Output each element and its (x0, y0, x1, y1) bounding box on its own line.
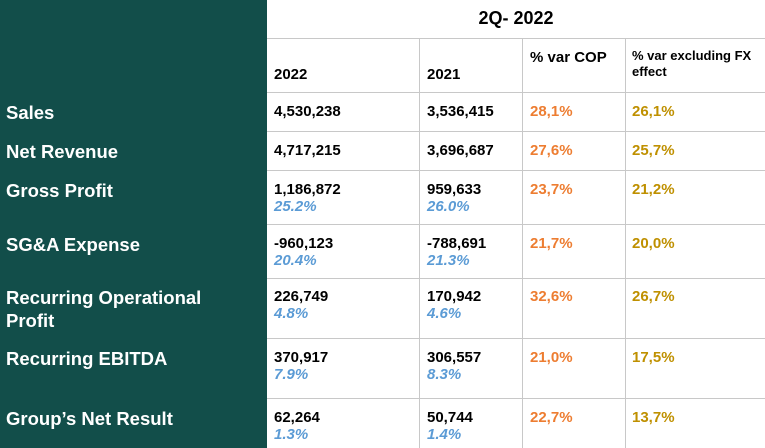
divider (267, 131, 765, 132)
cell-value-2021: -788,691 (427, 235, 487, 252)
cell-var-cop: 27,6% (530, 142, 573, 159)
cell-margin-2022: 4.8% (274, 305, 309, 322)
period-title: 2Q- 2022 (478, 8, 554, 28)
cell-value-2021: 3,536,415 (427, 103, 494, 120)
cell-var-fx: 25,7% (632, 142, 675, 159)
divider (267, 170, 765, 171)
divider (267, 92, 765, 93)
cell-margin-2022: 25.2% (274, 198, 317, 215)
cell-value-2021: 3,696,687 (427, 142, 494, 159)
cell-margin-2022: 7.9% (274, 366, 309, 383)
cell-value-2022: 1,186,872 (274, 181, 341, 198)
cell-value-2022: -960,123 (274, 235, 334, 252)
cell-margin-2021: 8.3% (427, 366, 462, 383)
row-label-gross-profit: Gross Profit (6, 180, 113, 201)
cell-var-fx: 26,7% (632, 288, 675, 305)
cell-var-cop: 23,7% (530, 181, 573, 198)
cell-margin-2021: 4.6% (427, 305, 462, 322)
divider (522, 38, 523, 448)
cell-value-2022: 62,264 (274, 409, 320, 426)
row-label-sales: Sales (6, 102, 55, 123)
divider (267, 398, 765, 399)
cell-value-2022: 226,749 (274, 288, 329, 305)
row-label-net-result: Group’s Net Result (6, 408, 173, 429)
cell-var-cop: 21,0% (530, 349, 573, 366)
cell-value-2021: 50,744 (427, 409, 473, 426)
cell-var-cop: 32,6% (530, 288, 573, 305)
divider (267, 278, 765, 279)
cell-value-2021: 959,633 (427, 181, 482, 198)
row-label-sga-expense: SG&A Expense (6, 234, 140, 255)
cell-value-2022: 4,530,238 (274, 103, 341, 120)
cell-var-fx: 13,7% (632, 409, 675, 426)
header-2021: 2021 (427, 66, 461, 83)
header-var-cop: % var COP (530, 49, 607, 66)
divider (267, 38, 765, 39)
cell-value-2022: 4,717,215 (274, 142, 341, 159)
row-label-net-revenue: Net Revenue (6, 141, 119, 162)
cell-value-2021: 306,557 (427, 349, 482, 366)
cell-var-fx: 17,5% (632, 349, 675, 366)
divider (267, 224, 765, 225)
cell-margin-2021: 21.3% (427, 252, 470, 269)
divider (625, 38, 626, 448)
cell-var-cop: 28,1% (530, 103, 573, 120)
cell-margin-2021: 26.0% (427, 198, 470, 215)
cell-margin-2022: 1.3% (274, 426, 309, 443)
cell-var-cop: 22,7% (530, 409, 573, 426)
cell-var-cop: 21,7% (530, 235, 573, 252)
cell-value-2021: 170,942 (427, 288, 482, 305)
cell-margin-2021: 1.4% (427, 426, 462, 443)
divider (419, 38, 420, 448)
cell-var-fx: 21,2% (632, 181, 675, 198)
row-label-column (0, 0, 267, 448)
row-label-recurring-ebitda: Recurring EBITDA (6, 348, 168, 369)
cell-margin-2022: 20.4% (274, 252, 317, 269)
divider (267, 338, 765, 339)
cell-value-2022: 370,917 (274, 349, 329, 366)
cell-var-fx: 26,1% (632, 103, 675, 120)
cell-var-fx: 20,0% (632, 235, 675, 252)
header-var-fx: % var excluding FX effect (632, 48, 752, 79)
header-2022: 2022 (274, 66, 308, 83)
row-label-recurring-operational-profit: Recurring Operational Profit (6, 287, 202, 331)
